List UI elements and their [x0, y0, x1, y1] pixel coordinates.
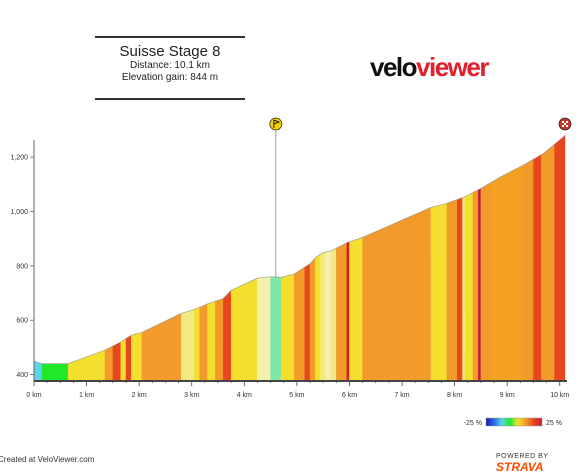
profile-outline: [33, 135, 566, 364]
profile-segment-32: [457, 197, 463, 381]
flag-glyph: [273, 119, 281, 128]
profile-segment-38: [491, 165, 524, 381]
profile-segment-16: [257, 276, 271, 381]
y-tick-label: 600: [16, 318, 28, 325]
footer-powered-by: POWERED BY: [496, 453, 549, 460]
profile-segment-21: [309, 257, 316, 381]
stage-distance: Distance: 10.1 km: [129, 60, 211, 71]
checker-cell: [564, 123, 566, 125]
y-tick-label: 400: [16, 372, 28, 379]
profile-segment-7: [131, 332, 142, 381]
footer-credit[interactable]: Created at VeloViewer.com: [0, 455, 95, 464]
profile-segment-2: [67, 349, 106, 381]
profile-segment-4: [112, 341, 121, 381]
x-tick-label: 3 km: [184, 392, 199, 399]
profile-segment-24: [325, 250, 332, 381]
profile-segment-31: [446, 199, 458, 381]
profile-segment-40: [533, 154, 542, 381]
profile-segment-6: [125, 334, 132, 381]
x-tick-label: 4 km: [237, 392, 252, 399]
x-tick-label: 7 km: [394, 392, 409, 399]
profile-segment-28: [349, 237, 363, 381]
x-tick-label: 6 km: [342, 392, 357, 399]
profile-segment-10: [194, 306, 200, 381]
legend-min-label: -25 %: [464, 420, 482, 427]
x-tick-label: 2 km: [132, 392, 147, 399]
logo-part-viewer: viewer: [416, 52, 489, 82]
profile-segment-41: [541, 143, 555, 381]
profile-segment-18: [280, 273, 295, 381]
x-tick-label: 10 km: [550, 392, 569, 399]
x-tick-label: 1 km: [79, 392, 94, 399]
y-axis-ticks: 400 600 800 1,000 1,200: [10, 155, 34, 379]
checker-cell: [562, 121, 564, 123]
profile-segment-1: [41, 363, 69, 381]
profile-segment-23: [320, 251, 326, 381]
profile-segment-19: [294, 266, 305, 381]
legend-max-label: 25 %: [546, 420, 562, 427]
profile-segment-26: [336, 242, 348, 381]
profile-segment-25: [330, 247, 337, 381]
y-tick-label: 1,000: [10, 209, 28, 216]
profile-segment-30: [430, 203, 447, 381]
x-axis-ticks: 0 km 1 km 2 km 3 km 4 km 5 km 6 km 7 km 8 km 9 km…: [26, 392, 569, 399]
profile-segment-39: [522, 158, 534, 381]
profile-segment-13: [215, 298, 224, 381]
x-tick-label: 9 km: [500, 392, 515, 399]
profile-segment-34: [464, 192, 474, 381]
stage-title: Suisse Stage 8: [119, 43, 221, 60]
profile-segment-0: [33, 360, 43, 381]
profile-segment-5: [120, 338, 127, 381]
route-markers: [269, 117, 572, 278]
profile-segment-36: [478, 188, 482, 381]
stage-info-box: Suisse Stage 8 Distance: 10.1 km Elevati…: [95, 36, 245, 100]
legend-gradient-bar: [485, 417, 543, 427]
y-tick-label: 1,200: [10, 155, 28, 162]
stage-elevation-gain: Elevation gain: 844 m: [121, 72, 219, 83]
profile-segment-12: [207, 300, 216, 381]
y-tick-label: 800: [16, 263, 28, 270]
profile-segment-22: [315, 253, 321, 381]
profile-segment-33: [462, 196, 466, 381]
profile-segment-35: [472, 189, 479, 381]
profile-segment-42: [554, 135, 566, 381]
profile-segment-8: [141, 313, 182, 381]
profile-segment-20: [304, 263, 311, 381]
x-tick-label: 0 km: [26, 392, 41, 399]
profile-segment-37: [480, 181, 492, 381]
profile-line: [33, 135, 566, 364]
checker-cell: [566, 125, 568, 127]
profile-segment-9: [181, 309, 195, 381]
checker-cell: [562, 125, 564, 127]
logo-part-velo: velo: [370, 52, 418, 82]
start-marker-icon: [269, 117, 283, 131]
profile-segment-15: [230, 277, 258, 381]
profile-segment-27: [346, 241, 350, 381]
strava-logo: STRAVA: [496, 460, 544, 474]
profile-segment-3: [104, 345, 114, 381]
veloviewer-logo[interactable]: veloviewer: [370, 52, 489, 83]
x-tick-label: 5 km: [289, 392, 304, 399]
gradient-legend: -25 % 25 %: [464, 417, 562, 427]
profile-segment-29: [362, 207, 432, 381]
x-tick-label: 8 km: [447, 392, 462, 399]
profile-segment-11: [199, 303, 208, 381]
profile-segment-17: [270, 276, 282, 381]
footer-strava[interactable]: POWERED BY STRAVA: [496, 453, 580, 474]
gradient-segments: [33, 135, 566, 381]
chart-axes: [33, 140, 567, 386]
checker-cell: [566, 121, 568, 123]
profile-segment-14: [223, 289, 232, 381]
